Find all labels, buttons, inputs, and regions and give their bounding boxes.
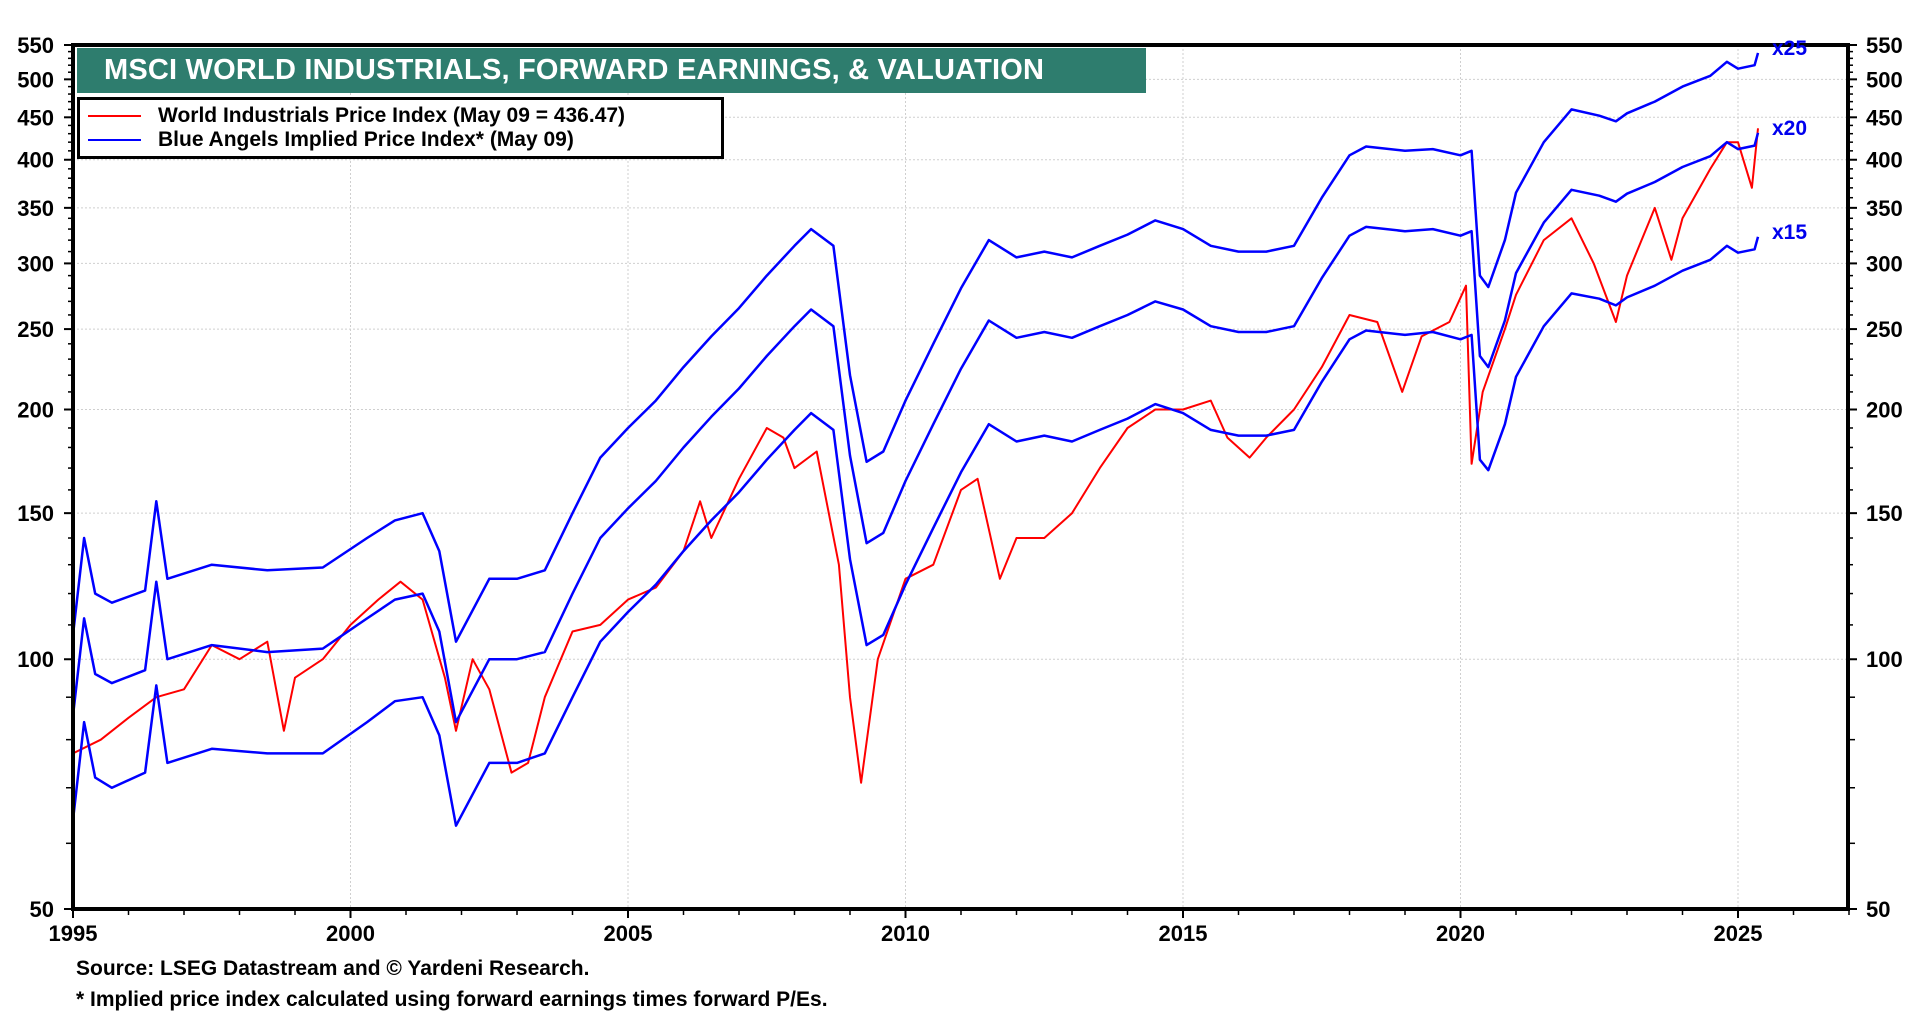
y-tick-label-left: 550: [17, 33, 54, 58]
series-end-label-x20: x20: [1772, 117, 1807, 140]
legend: World Industrials Price Index (May 09 = …: [77, 97, 724, 159]
y-tick-label-left: 100: [17, 647, 54, 672]
y-tick-label-left: 450: [17, 105, 54, 130]
x-tick-label: 1995: [49, 921, 98, 946]
y-tick-label-left: 500: [17, 67, 54, 92]
y-tick-label-left: 150: [17, 501, 54, 526]
y-tick-label-left: 400: [17, 148, 54, 173]
y-tick-label-left: 300: [17, 251, 54, 276]
legend-item-implied-index: Blue Angels Implied Price Index* (May 09…: [88, 128, 574, 152]
legend-swatch-red-line: [88, 115, 141, 117]
implied-index-line-x25: [71, 52, 1760, 643]
axes: [64, 43, 1857, 918]
y-tick-label-right: 200: [1866, 397, 1903, 422]
y-tick-label-right: 100: [1866, 647, 1903, 672]
price-index-line: [72, 128, 1759, 784]
series-layer: [71, 52, 1760, 827]
legend-label-implied-index: Blue Angels Implied Price Index* (May 09…: [158, 128, 574, 151]
x-tick-label: 2015: [1159, 921, 1208, 946]
legend-label-price-index: World Industrials Price Index (May 09 = …: [158, 104, 626, 127]
y-tick-label-right: 150: [1866, 501, 1903, 526]
chart-title: MSCI WORLD INDUSTRIALS, FORWARD EARNINGS…: [104, 54, 1045, 86]
y-tick-label-right: 300: [1866, 251, 1903, 276]
x-tick-label: 2005: [604, 921, 653, 946]
implied-index-line-x20: [71, 132, 1760, 724]
footnote: * Implied price index calculated using f…: [76, 988, 828, 1011]
y-tick-label-right: 400: [1866, 148, 1903, 173]
x-tick-label: 2010: [881, 921, 930, 946]
plot-frame: [71, 43, 1850, 911]
y-tick-label-right: 550: [1866, 33, 1903, 58]
y-tick-label-right: 350: [1866, 196, 1903, 221]
x-tick-label: 2025: [1714, 921, 1763, 946]
legend-item-price-index: World Industrials Price Index (May 09 = …: [88, 104, 625, 128]
y-tick-label-left: 50: [30, 897, 54, 922]
legend-swatch-blue-line: [88, 139, 141, 141]
series-end-label-x15: x15: [1772, 221, 1807, 244]
implied-index-line-x15: [71, 236, 1760, 827]
y-tick-label-right: 500: [1866, 67, 1903, 92]
source-note: Source: LSEG Datastream and © Yardeni Re…: [76, 957, 590, 980]
y-tick-label-right: 250: [1866, 317, 1903, 342]
tick-labels: 50 50 100 100 150 150 200 200 250 250 300 300 350 350…: [17, 33, 1902, 946]
x-tick-label: 2020: [1436, 921, 1485, 946]
y-tick-label-left: 200: [17, 397, 54, 422]
series-end-label-x25: x25: [1772, 37, 1807, 60]
series-end-labels: x15 x20 x25: [1772, 37, 1807, 244]
y-tick-label-left: 250: [17, 317, 54, 342]
y-tick-label-left: 350: [17, 196, 54, 221]
y-tick-label-right: 50: [1866, 897, 1890, 922]
chart-title-banner: MSCI WORLD INDUSTRIALS, FORWARD EARNINGS…: [77, 48, 1146, 93]
x-tick-label: 2000: [326, 921, 375, 946]
gridlines: [73, 45, 1848, 909]
y-tick-label-right: 450: [1866, 105, 1903, 130]
